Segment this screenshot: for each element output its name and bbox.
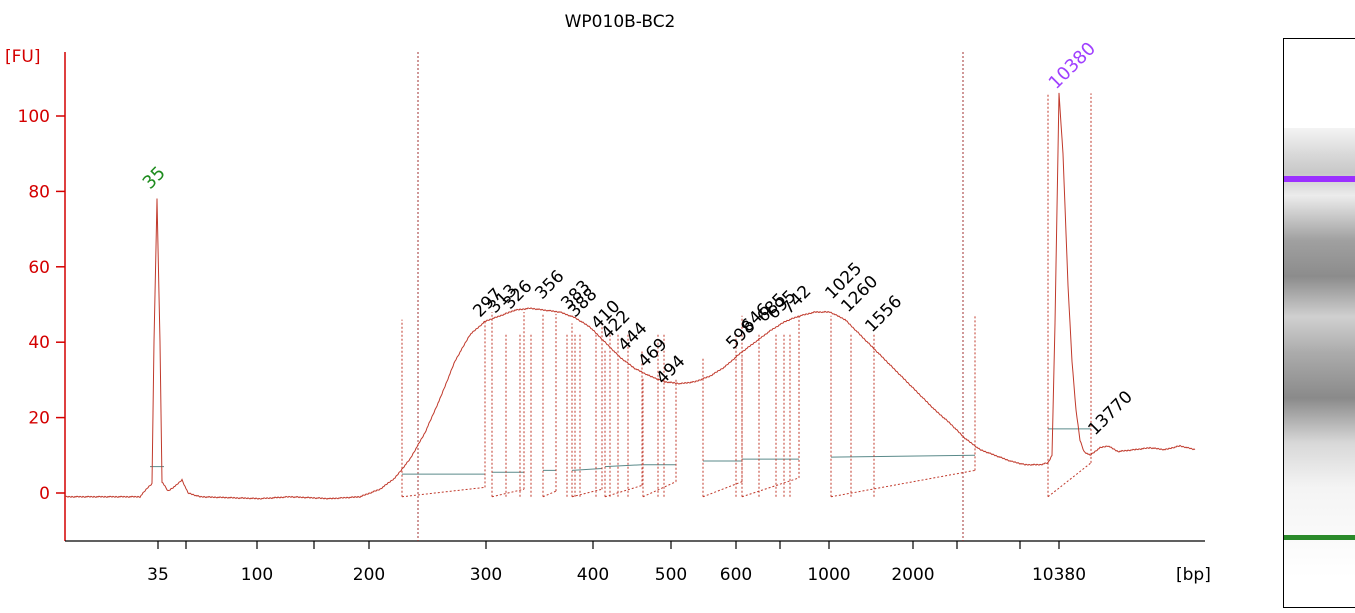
y-tick-label: 0 <box>39 484 50 504</box>
x-tick-label: 10380 <box>1032 565 1086 585</box>
integration-floor <box>401 486 486 498</box>
y-axis-label: [FU] <box>5 47 41 67</box>
upper-marker-label: 10380 <box>1045 38 1100 93</box>
gel-upper-marker-band <box>1284 176 1355 182</box>
y-tick-label: 80 <box>28 182 50 202</box>
integration-floor <box>604 484 643 498</box>
integration-floor <box>491 488 525 498</box>
fluorescence-trace <box>64 92 1196 500</box>
virtual-gel-lane <box>1283 38 1355 608</box>
x-tick-label: 200 <box>353 565 385 585</box>
peak-integration-regions <box>150 93 1092 498</box>
x-tick-label: 300 <box>470 565 502 585</box>
y-tick-label: 100 <box>18 107 50 127</box>
x-tick-label: 400 <box>577 565 609 585</box>
y-ticks: 0 20 40 60 80 100 <box>18 107 65 504</box>
x-tick-label: 2000 <box>891 565 934 585</box>
integration-floor <box>571 488 603 498</box>
x-tick-label: 35 <box>147 565 169 585</box>
x-axis-label: [bp] <box>1176 565 1211 585</box>
integration-baseline <box>604 464 643 468</box>
integration-baseline <box>830 454 976 458</box>
peak-labels: 3510380297313326356383388410422444469494… <box>139 38 1137 439</box>
integration-floor <box>642 481 677 498</box>
integration-floor <box>1047 462 1092 498</box>
integration-floor <box>830 469 976 498</box>
x-tick-label: 600 <box>720 565 752 585</box>
gel-lane-smear <box>1284 128 1355 578</box>
x-tick-label: 100 <box>241 565 273 585</box>
x-tick-label: 1000 <box>807 565 850 585</box>
integration-baseline <box>571 467 603 471</box>
lower-marker-label: 35 <box>139 162 170 193</box>
gel-lower-marker-band <box>1284 535 1355 540</box>
y-tick-label: 60 <box>28 258 50 278</box>
y-tick-label: 40 <box>28 333 50 353</box>
integration-floor <box>542 490 557 498</box>
peak-label: 13770 <box>1084 387 1136 439</box>
electropherogram-chart: WP010B-BC2 [FU] [bp] 0 20 40 60 80 100 35 100 2… <box>5 12 1211 585</box>
chart-title: WP010B-BC2 <box>565 12 676 32</box>
x-tick-label: 500 <box>655 565 687 585</box>
x-ticks: 35 100 200 300 400 500 600 1000 2000 10380 <box>147 541 1086 585</box>
y-tick-label: 20 <box>28 409 50 429</box>
integration-floor <box>702 481 743 498</box>
